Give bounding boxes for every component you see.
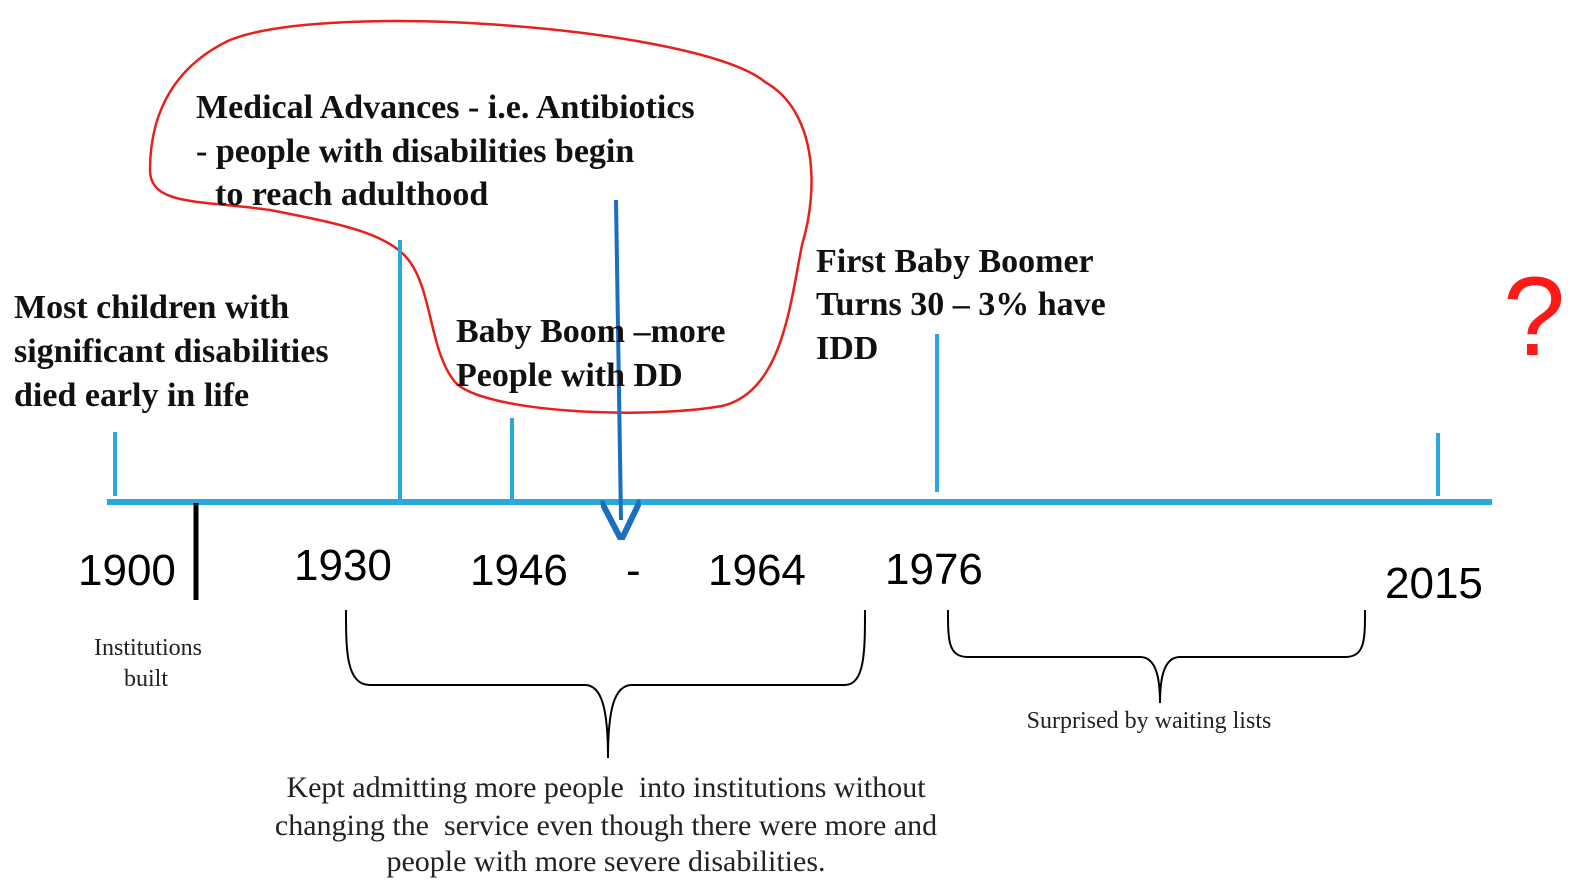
event-text: Baby Boom –more: [456, 313, 725, 350]
note-text: people with more severe disabilities.: [386, 845, 825, 878]
year-label: 1964: [708, 546, 806, 595]
brace: [345, 609, 866, 759]
event-text: - people with disabilities begin: [196, 133, 634, 170]
event-text: IDD: [816, 330, 878, 367]
event-text: significant disabilities: [14, 333, 329, 370]
event-text: Medical Advances - i.e. Antibiotics: [196, 89, 695, 126]
highlight-outline: [148, 19, 813, 414]
question-mark: ?: [1503, 254, 1565, 379]
brace: [947, 609, 1366, 704]
note-text: Surprised by waiting lists: [1027, 708, 1272, 734]
event-text: died early in life: [14, 377, 249, 414]
note-text: changing the service even though there w…: [275, 809, 937, 842]
note-text: built: [124, 666, 168, 692]
event-text: First Baby Boomer: [816, 243, 1094, 280]
year-label: 1946: [470, 546, 568, 595]
event-text: Turns 30 – 3% have: [816, 286, 1106, 323]
event-text: Most children with: [14, 289, 289, 326]
year-label: -: [626, 546, 641, 595]
event-text: People with DD: [456, 357, 683, 394]
year-label: 1976: [885, 545, 983, 594]
year-label: 1900: [78, 546, 176, 595]
arrow: [616, 199, 621, 520]
event-ticks: [113, 240, 1440, 500]
year-label: 2015: [1385, 559, 1483, 608]
event-text: to reach adulthood: [215, 176, 488, 213]
note-text: Kept admitting more people into institut…: [286, 771, 926, 804]
note-text: Institutions: [94, 635, 202, 661]
year-label: 1930: [294, 541, 392, 590]
